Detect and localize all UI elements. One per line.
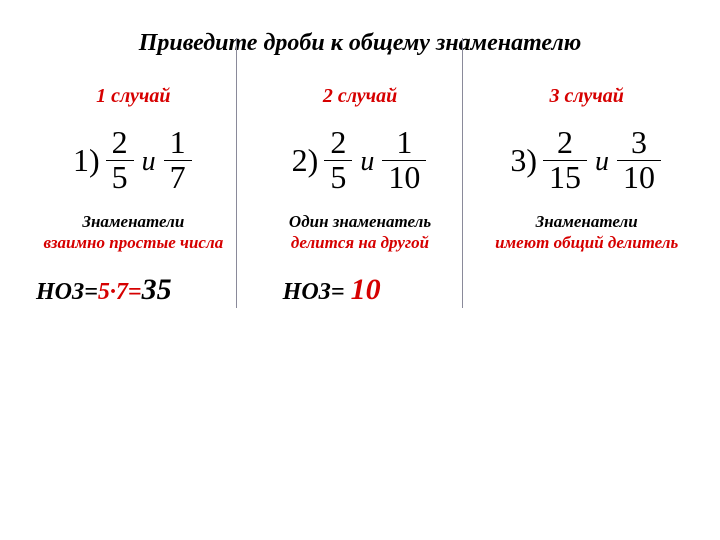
fraction-denominator: 7 bbox=[166, 161, 190, 195]
explain-line-black: Знаменатели bbox=[481, 211, 692, 232]
fraction-numerator: 3 bbox=[627, 126, 651, 160]
case-1-explanation: Знаменатели взаимно простые числа bbox=[28, 211, 239, 254]
case-1-fractions: 1) 2 5 и 1 7 bbox=[28, 126, 239, 195]
fraction-numerator: 1 bbox=[166, 126, 190, 160]
fraction-numerator: 2 bbox=[108, 126, 132, 160]
explain-line-red: взаимно простые числа bbox=[28, 232, 239, 253]
case-3-frac-1: 2 15 bbox=[543, 126, 587, 195]
case-3-explanation: Знаменатели имеют общий делитель bbox=[481, 211, 692, 254]
fraction-denominator: 10 bbox=[619, 161, 659, 195]
fraction-denominator: 5 bbox=[326, 161, 350, 195]
noz-answer: 35 bbox=[142, 273, 172, 306]
explain-line-red: делится на другой bbox=[255, 232, 466, 253]
explain-line-red: имеют общий делитель bbox=[481, 232, 692, 253]
columns-container: 1 случай 1) 2 5 и 1 7 Знаменатели взаимн… bbox=[0, 85, 720, 307]
case-3-label: 3 случай bbox=[481, 85, 692, 108]
fraction-numerator: 1 bbox=[392, 126, 416, 160]
case-1: 1 случай 1) 2 5 и 1 7 Знаменатели взаимн… bbox=[20, 85, 247, 307]
case-3-fractions: 3) 2 15 и 3 10 bbox=[481, 126, 692, 195]
case-1-frac-1: 2 5 bbox=[106, 126, 134, 195]
case-2-frac-1: 2 5 bbox=[324, 126, 352, 195]
case-2-fractions: 2) 2 5 и 1 10 bbox=[255, 126, 466, 195]
conjunction: и bbox=[142, 146, 156, 178]
case-2-explanation: Один знаменатель делится на другой bbox=[255, 211, 466, 254]
fraction-numerator: 2 bbox=[553, 126, 577, 160]
noz-prefix: НОЗ= bbox=[283, 279, 351, 305]
explain-line-black: Знаменатели bbox=[28, 211, 239, 232]
case-1-problem-number: 1) bbox=[73, 142, 100, 179]
noz-expression: 5·7= bbox=[98, 279, 142, 305]
noz-prefix: НОЗ= bbox=[36, 279, 98, 305]
case-1-label: 1 случай bbox=[28, 85, 239, 108]
case-1-noz: НОЗ=5·7=35 bbox=[28, 273, 239, 307]
page-title: Приведите дроби к общему знаменателю bbox=[0, 0, 720, 57]
conjunction: и bbox=[360, 146, 374, 178]
case-2-noz: НОЗ= 10 bbox=[255, 273, 466, 307]
fraction-numerator: 2 bbox=[326, 126, 350, 160]
case-3: 3 случай 3) 2 15 и 3 10 Знаменатели имею… bbox=[473, 85, 700, 307]
fraction-denominator: 5 bbox=[108, 161, 132, 195]
noz-answer: 10 bbox=[351, 273, 381, 306]
explain-line-black: Один знаменатель bbox=[255, 211, 466, 232]
case-3-frac-2: 3 10 bbox=[617, 126, 661, 195]
case-2: 2 случай 2) 2 5 и 1 10 Один знаменатель … bbox=[247, 85, 474, 307]
case-2-frac-2: 1 10 bbox=[382, 126, 426, 195]
case-2-problem-number: 2) bbox=[292, 142, 319, 179]
case-3-problem-number: 3) bbox=[510, 142, 537, 179]
fraction-denominator: 10 bbox=[384, 161, 424, 195]
conjunction: и bbox=[595, 146, 609, 178]
case-1-frac-2: 1 7 bbox=[164, 126, 192, 195]
fraction-denominator: 15 bbox=[545, 161, 585, 195]
case-2-label: 2 случай bbox=[255, 85, 466, 108]
